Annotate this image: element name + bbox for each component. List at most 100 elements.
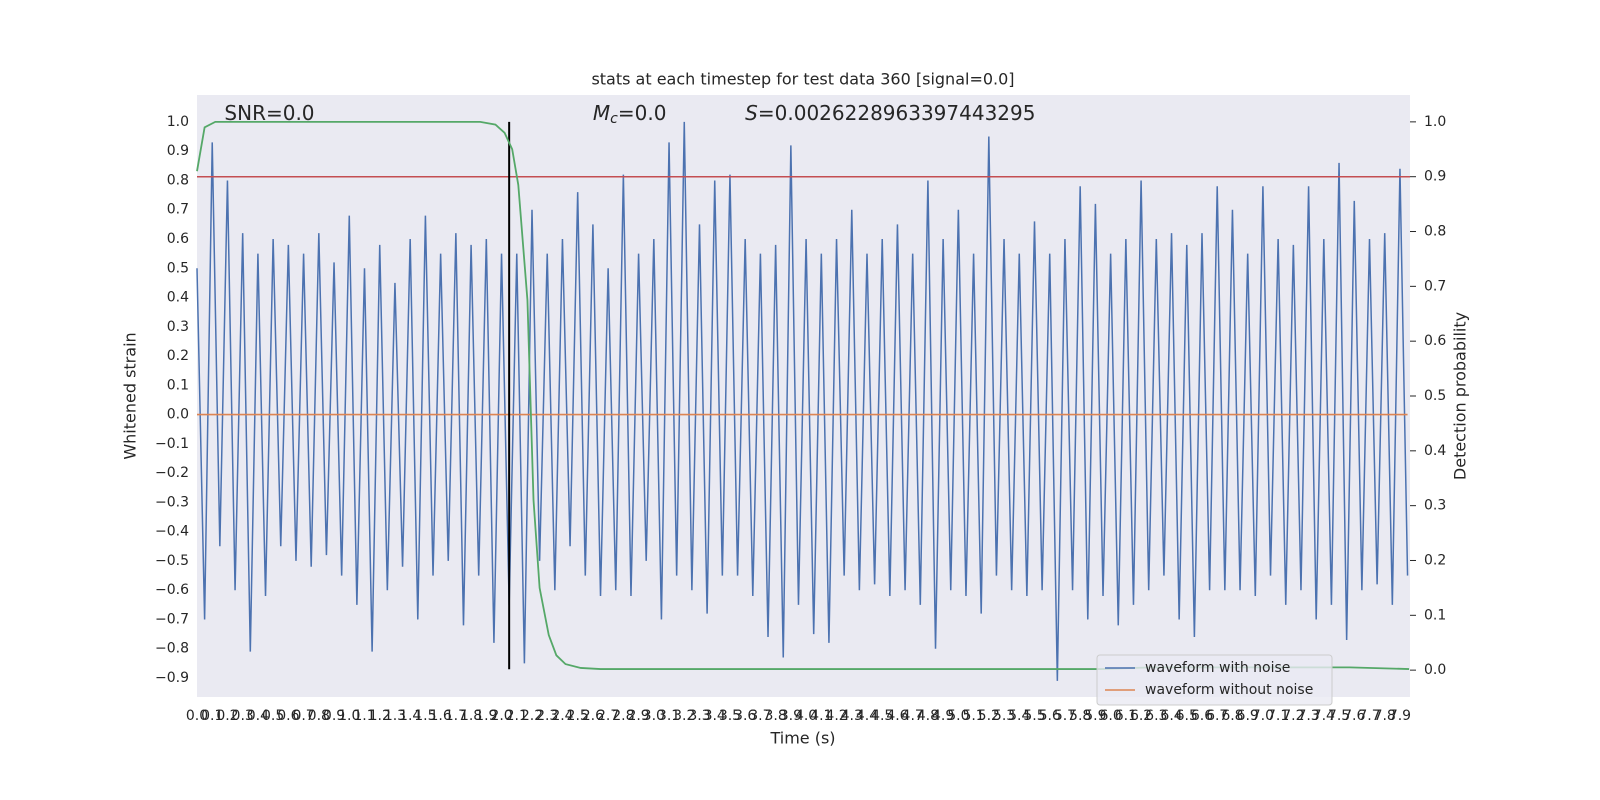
x-tick-label: 1.8 [460,708,482,724]
x-tick-label: 4.0 [795,708,817,724]
x-tick-label: 2.8 [612,708,634,724]
x-tick-label: 3.7 [749,708,771,724]
x-tick-label: 5.9 [1084,708,1106,724]
y-tick-label: 0.6 [167,231,189,247]
x-tick-label: 3.3 [688,708,710,724]
x-tick-label: 2.7 [597,708,619,724]
annotation: Mc=0.0 [593,101,667,128]
x-tick-label: 3.1 [658,708,680,724]
probability-line [196,120,1410,670]
y-tick-label: 0.9 [167,143,189,159]
x-tick-label: 6.0 [1100,708,1122,724]
x-tick-label: 0.8 [308,708,330,724]
series-line [196,121,1409,681]
chart-title: stats at each timestep for test data 360… [591,70,1014,89]
y2-tick-label: 0.2 [1424,552,1446,568]
x-tick-label: 7.6 [1343,708,1365,724]
y2-tick-label: 0.9 [1424,169,1446,185]
x-tick-label: 1.4 [399,708,421,724]
x-tick-label: 2.5 [567,708,589,724]
x-tick-label: 6.5 [1176,708,1198,724]
y2-tick-label: 0.5 [1424,388,1446,404]
y-tick-label: 0.4 [167,290,189,306]
x-tick-label: 0.6 [277,708,299,724]
x-tick-label: 0.1 [201,708,223,724]
y2-axis-label: Detection probability [1451,312,1470,480]
x-tick-label: 1.9 [475,708,497,724]
x-tick-label: 4.2 [825,708,847,724]
x-tick-label: 5.0 [947,708,969,724]
y2-tick-label: 0.0 [1424,662,1446,678]
y-tick-label: 0.7 [167,202,189,218]
y-tick-label: −0.6 [155,582,189,598]
x-tick-label: 1.5 [414,708,436,724]
x-tick-label: 6.3 [1145,708,1167,724]
x-tick-label: 7.4 [1313,708,1335,724]
y-tick-label: −0.1 [155,436,189,452]
y-tick-label: −0.2 [155,465,189,481]
y-tick-label: 0.3 [167,319,189,335]
y-tick-label: 0.5 [167,260,189,276]
y-tick-label: 0.1 [167,377,189,393]
x-tick-label: 6.6 [1191,708,1213,724]
x-tick-label: 1.1 [353,708,375,724]
x-tick-label: 6.2 [1130,708,1152,724]
annotation: SNR=0.0 [224,101,314,125]
x-tick-label: 7.0 [1252,708,1274,724]
y-tick-label: 0.2 [167,348,189,364]
annotation-text: SNR=0.0 [224,101,314,125]
x-tick-label: 6.8 [1221,708,1243,724]
y-tick-label: −0.3 [155,494,189,510]
y-tick-label: 0.0 [167,407,189,423]
annotation-symbol: S [745,101,758,125]
y2-tick-label: 0.6 [1424,333,1446,349]
legend-label: waveform with noise [1145,660,1290,676]
y2-tick-label: 0.1 [1424,607,1446,623]
y2-tick-label: 0.8 [1424,224,1446,240]
x-tick-label: 4.8 [917,708,939,724]
x-tick-label: 3.9 [780,708,802,724]
x-tick-label: 2.2 [521,708,543,724]
y2-tick-label: 1.0 [1424,114,1446,130]
x-tick-label: 2.0 [490,708,512,724]
x-tick-label: 1.2 [369,708,391,724]
x-tick-label: 3.4 [704,708,726,724]
x-tick-label: 6.1 [1115,708,1137,724]
legend: waveform with noise waveform without nois… [1096,654,1333,706]
x-tick-label: 2.6 [582,708,604,724]
x-tick-label: 5.5 [1023,708,1045,724]
x-tick-label: 7.5 [1328,708,1350,724]
x-tick-label: 3.8 [765,708,787,724]
x-tick-label: 0.0 [186,708,208,724]
x-tick-label: 3.5 [719,708,741,724]
x-tick-label: 1.3 [384,708,406,724]
x-tick-label: 6.9 [1237,708,1259,724]
x-tick-label: 7.2 [1282,708,1304,724]
y2-tick-label: 0.7 [1424,278,1446,294]
x-tick-label: 5.6 [1039,708,1061,724]
x-tick-label: 6.7 [1206,708,1228,724]
x-tick-label: 0.4 [247,708,269,724]
x-tick-label: 4.5 [871,708,893,724]
x-tick-label: 0.7 [292,708,314,724]
labels: 0.00.10.20.30.40.50.60.70.80.91.01.11.21… [155,101,1446,725]
legend-label: waveform without noise [1145,682,1313,698]
x-tick-label: 4.9 [932,708,954,724]
x-tick-label: 4.7 [902,708,924,724]
x-tick-label: 7.9 [1389,708,1411,724]
y-tick-label: −0.9 [155,670,189,686]
annotation-subscript: c [610,111,618,127]
x-tick-label: 5.8 [1069,708,1091,724]
x-tick-label: 0.5 [262,708,284,724]
x-tick-label: 7.8 [1374,708,1396,724]
x-tick-label: 7.7 [1358,708,1380,724]
x-tick-label: 4.1 [810,708,832,724]
y-tick-label: 0.8 [167,172,189,188]
x-tick-label: 7.3 [1297,708,1319,724]
marks [196,121,1409,681]
x-tick-label: 0.9 [323,708,345,724]
x-tick-label: 2.1 [506,708,528,724]
x-tick-label: 4.3 [841,708,863,724]
overlays [196,120,1410,670]
